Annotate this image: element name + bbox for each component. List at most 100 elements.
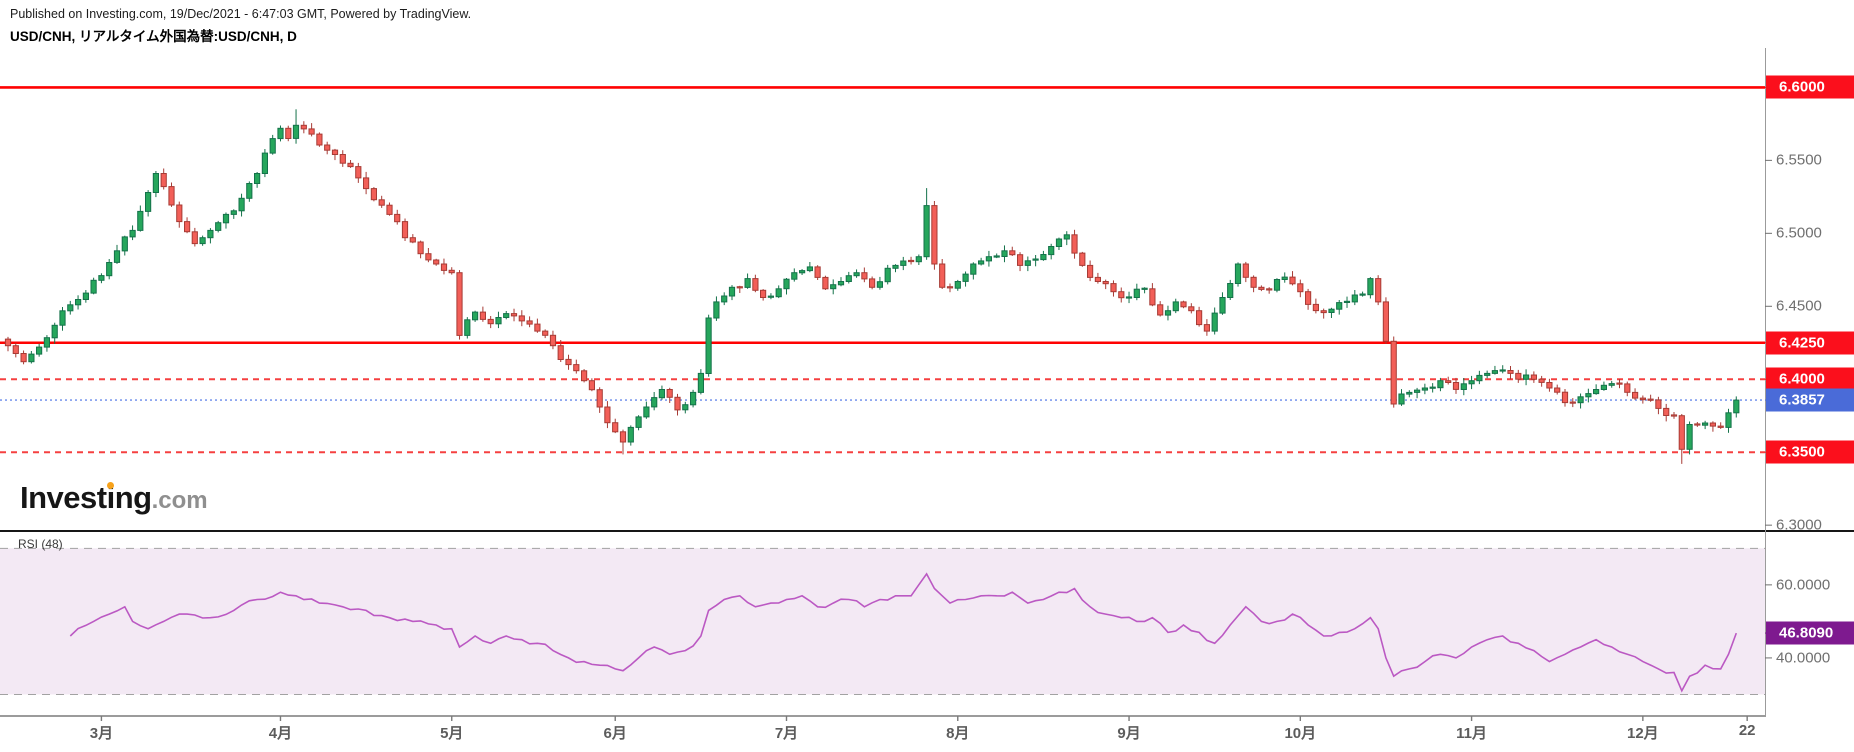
- candle-body: [292, 124, 300, 139]
- candle-body: [456, 272, 463, 336]
- candle-body: [28, 353, 35, 363]
- candle-body: [1608, 383, 1615, 386]
- candle-body: [1632, 391, 1639, 399]
- candle-body: [1569, 401, 1576, 404]
- candle-body: [526, 320, 533, 325]
- candle-body: [440, 263, 448, 271]
- candle-body: [1172, 301, 1179, 312]
- candle-body: [215, 222, 222, 231]
- candle-body: [1211, 312, 1218, 332]
- candle-body: [222, 213, 230, 224]
- candle-body: [1694, 423, 1701, 426]
- candle-body: [487, 318, 494, 325]
- candle-body: [1125, 296, 1133, 299]
- candle-body: [246, 183, 253, 199]
- rsi-indicator-label[interactable]: RSI (48): [18, 537, 63, 551]
- candle-body: [1398, 393, 1405, 405]
- candle-body: [666, 389, 673, 398]
- candle-body: [1343, 300, 1351, 303]
- candle-body: [363, 177, 370, 190]
- candle-body: [254, 173, 261, 184]
- candle-body: [1087, 264, 1094, 278]
- candle-body: [1203, 324, 1211, 332]
- candle-body: [1219, 297, 1226, 314]
- candle-body: [1009, 250, 1016, 256]
- candle-body: [1616, 382, 1623, 385]
- candle-body: [775, 288, 782, 298]
- candle-body: [207, 229, 214, 239]
- candle-body: [129, 229, 136, 238]
- candle-body: [238, 197, 245, 212]
- candle-body: [1273, 279, 1281, 291]
- candle-body: [1071, 234, 1078, 254]
- candle-body: [542, 330, 549, 336]
- candle-body: [448, 269, 455, 274]
- candle-body: [573, 364, 580, 372]
- candle-body: [962, 273, 969, 282]
- candle-body: [985, 256, 992, 262]
- candle-body: [1001, 250, 1008, 258]
- candle-body: [1499, 369, 1506, 372]
- candle-body: [682, 404, 689, 411]
- candle-body: [1484, 372, 1491, 376]
- candle-body: [152, 173, 160, 193]
- candle-body: [1647, 398, 1654, 401]
- candle-body: [1476, 374, 1483, 382]
- candle-body: [1118, 291, 1125, 299]
- candle-body: [619, 431, 627, 443]
- candle-body: [1234, 263, 1242, 284]
- candle-body: [604, 406, 611, 424]
- candle-body: [1600, 384, 1608, 390]
- candle-body: [721, 295, 728, 303]
- candle-body: [106, 262, 113, 277]
- candle-body: [1149, 288, 1156, 306]
- candle-body: [82, 292, 90, 301]
- candle-body: [331, 149, 339, 156]
- candle-body: [1351, 294, 1358, 303]
- candle-body: [853, 272, 860, 277]
- candle-body: [1639, 397, 1647, 401]
- candle-body: [806, 266, 813, 272]
- candle-body: [308, 128, 315, 135]
- candle-body: [752, 278, 759, 291]
- rsi-line: [69, 572, 1738, 693]
- candle-body: [908, 259, 915, 263]
- candle-body: [799, 270, 806, 274]
- candle-body: [1538, 378, 1545, 383]
- candle-body: [121, 236, 128, 252]
- candle-body: [1717, 425, 1724, 428]
- candle-body: [1359, 293, 1366, 296]
- candle-body: [1094, 276, 1102, 282]
- candle-body: [347, 162, 354, 168]
- candle-body: [269, 138, 276, 154]
- candle-body: [978, 260, 985, 265]
- candle-body: [1390, 340, 1397, 405]
- candle-body: [1133, 288, 1140, 299]
- logo-text: Investing: [20, 480, 152, 515]
- candle-body: [145, 192, 152, 212]
- candle-body: [1141, 287, 1148, 290]
- candle-body: [1079, 252, 1086, 266]
- candle-body: [386, 204, 393, 215]
- candle-body: [760, 289, 767, 298]
- candle-body: [767, 295, 774, 298]
- candle-body: [1670, 414, 1678, 417]
- candle-body: [651, 397, 658, 408]
- candle-body: [1367, 278, 1374, 296]
- candle-body: [869, 278, 876, 288]
- candle-body: [643, 406, 650, 418]
- candle-body: [1663, 407, 1670, 416]
- candle-body: [923, 205, 930, 258]
- candle-body: [1017, 254, 1024, 266]
- candle-body: [137, 210, 144, 231]
- candle-body: [1320, 310, 1327, 314]
- candle-body: [495, 317, 502, 325]
- candle-body: [1164, 310, 1172, 316]
- candle-body: [596, 389, 603, 408]
- candle-body: [1266, 288, 1273, 291]
- candle-body: [479, 311, 486, 320]
- candle-body: [1460, 383, 1467, 390]
- candle-body: [370, 188, 377, 201]
- candle-body: [378, 199, 385, 206]
